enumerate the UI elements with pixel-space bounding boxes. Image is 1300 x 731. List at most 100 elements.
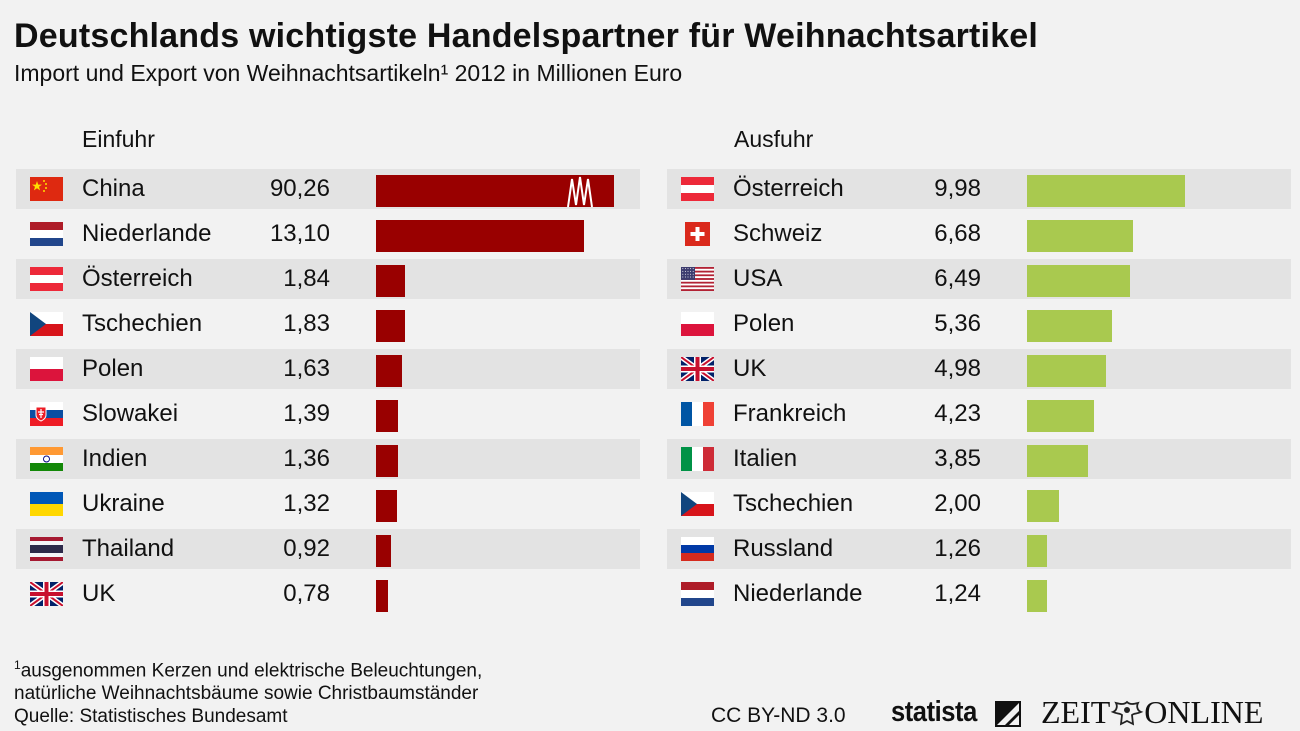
import-country-label: Slowakei — [82, 400, 179, 427]
export-country-label: Frankreich — [733, 400, 847, 427]
flag-ch-icon — [681, 222, 714, 246]
import-country-label: Thailand — [82, 535, 175, 562]
import-country-label: Österreich — [82, 265, 193, 292]
import-bar — [376, 175, 614, 207]
export-country-label: Österreich — [733, 175, 844, 202]
import-value-label: 1,83 — [283, 310, 330, 337]
flag-cz-icon — [681, 492, 714, 516]
footnote: 1ausgenommen Kerzen und elektrische Bele… — [14, 654, 482, 728]
export-bar — [1027, 445, 1088, 477]
export-value-label: 4,98 — [934, 355, 981, 382]
import-bar — [376, 535, 391, 567]
import-country-label: Indien — [82, 445, 148, 472]
export-bar — [1027, 175, 1185, 207]
flag-at-icon — [681, 177, 714, 201]
flag-cn-icon — [30, 177, 63, 201]
flag-nl-icon — [681, 582, 714, 606]
export-row: Niederlande 1,24 — [667, 574, 1291, 614]
import-value-label: 90,26 — [269, 175, 330, 202]
export-country-label: Niederlande — [733, 580, 863, 607]
flag-ru-icon — [681, 537, 714, 561]
flag-pl-icon — [30, 357, 63, 381]
statista-logo-icon — [995, 701, 1021, 727]
flag-it-icon — [681, 447, 714, 471]
export-country-label: Tschechien — [733, 490, 854, 517]
export-country-label: Polen — [733, 310, 795, 337]
import-country-label: Niederlande — [82, 220, 212, 247]
export-row: Tschechien 2,00 — [667, 484, 1291, 524]
flag-gb-icon — [30, 582, 63, 606]
export-row: Österreich 9,98 — [667, 169, 1291, 209]
import-value-label: 1,84 — [283, 265, 330, 292]
export-chart: Österreich 9,98 Schweiz 6,68 USA 6,49 Polen 5,3… — [667, 169, 1291, 619]
import-row: Slowakei 1,39 — [16, 394, 640, 434]
import-bar — [376, 490, 397, 522]
export-value-label: 1,24 — [934, 580, 981, 607]
import-row: Niederlande 13,10 — [16, 214, 640, 254]
import-bar — [376, 355, 402, 387]
export-row: Russland 1,26 — [667, 529, 1291, 569]
export-value-label: 6,49 — [934, 265, 981, 292]
import-country-label: China — [82, 175, 145, 202]
import-country-label: UK — [82, 580, 116, 607]
import-row: Thailand 0,92 — [16, 529, 640, 569]
export-bar — [1027, 535, 1047, 567]
export-country-label: Italien — [733, 445, 798, 472]
zeit-logo-left: ZEIT — [1041, 694, 1111, 730]
import-country-label: Ukraine — [82, 490, 165, 517]
export-heading: Ausfuhr — [734, 126, 814, 152]
footnote-line-1: ausgenommen Kerzen und elektrische Beleu… — [20, 660, 483, 682]
export-bar — [1027, 490, 1059, 522]
export-country-label: USA — [733, 265, 783, 292]
import-country-label: Polen — [82, 355, 144, 382]
flag-sk-icon — [30, 402, 63, 426]
export-value-label: 9,98 — [934, 175, 981, 202]
export-bar — [1027, 400, 1094, 432]
source-text: Quelle: Statistisches Bundesamt — [14, 706, 288, 728]
chart-subtitle: Import und Export von Weihnachtsartikeln… — [14, 60, 683, 86]
import-row: UK 0,78 — [16, 574, 640, 614]
export-bar — [1027, 580, 1047, 612]
export-value-label: 4,23 — [934, 400, 981, 427]
chart-title: Deutschlands wichtigste Handelspartner f… — [14, 17, 1039, 55]
export-bar — [1027, 220, 1133, 252]
import-value-label: 13,10 — [269, 220, 330, 247]
import-country-label: Tschechien — [82, 310, 203, 337]
export-row: Schweiz 6,68 — [667, 214, 1291, 254]
import-bar — [376, 400, 398, 432]
statista-logo-text: statista — [891, 696, 977, 728]
export-row: UK 4,98 — [667, 349, 1291, 389]
import-bar — [376, 445, 398, 477]
flag-pl-icon — [681, 312, 714, 336]
export-value-label: 6,68 — [934, 220, 981, 247]
export-value-label: 1,26 — [934, 535, 981, 562]
export-country-label: Russland — [733, 535, 834, 562]
import-row: Österreich 1,84 — [16, 259, 640, 299]
import-chart: China 90,26 Niederlande 13,10 Österreich 1,84… — [16, 169, 640, 619]
footnote-line-2: natürliche Weihnachtsbäume sowie Christb… — [14, 683, 479, 705]
license-text: CC BY-ND 3.0 — [711, 704, 846, 727]
import-bar — [376, 580, 388, 612]
flag-ua-icon — [30, 492, 63, 516]
zeit-logo-right: ONLINE — [1144, 694, 1264, 730]
import-value-label: 0,92 — [283, 535, 330, 562]
import-bar — [376, 220, 584, 252]
import-bar — [376, 265, 405, 297]
import-value-label: 1,39 — [283, 400, 330, 427]
footnote-mark: 1 — [14, 658, 21, 672]
import-value-label: 1,32 — [283, 490, 330, 517]
flag-nl-icon — [30, 222, 63, 246]
import-value-label: 1,36 — [283, 445, 330, 472]
import-heading: Einfuhr — [82, 126, 155, 152]
export-row: Frankreich 4,23 — [667, 394, 1291, 434]
import-value-label: 0,78 — [283, 580, 330, 607]
export-row: Polen 5,36 — [667, 304, 1291, 344]
export-bar — [1027, 265, 1130, 297]
axis-break-icon — [567, 176, 593, 207]
export-row: Italien 3,85 — [667, 439, 1291, 479]
export-value-label: 2,00 — [934, 490, 981, 517]
import-value-label: 1,63 — [283, 355, 330, 382]
zeit-online-logo: ZEIT ONLINE — [1041, 694, 1263, 731]
import-row: China 90,26 — [16, 169, 640, 209]
export-value-label: 3,85 — [934, 445, 981, 472]
